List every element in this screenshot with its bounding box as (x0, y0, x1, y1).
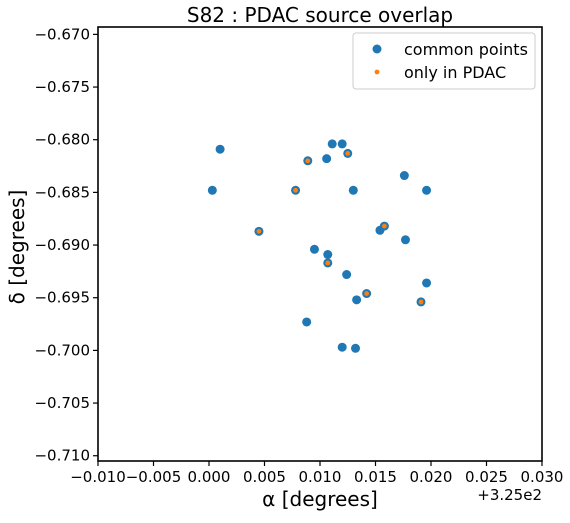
x-axis-offset-label: +3.25e2 (477, 486, 542, 504)
y-tick-label: −0.705 (34, 394, 90, 412)
x-tick-label: 0.010 (299, 468, 342, 486)
x-tick-label: 0.025 (465, 468, 508, 486)
point-common-points (351, 343, 361, 353)
point-common-points (399, 171, 409, 181)
point-common-points (323, 250, 333, 260)
legend-label-only-in-pdac: only in PDAC (404, 63, 506, 82)
point-common-points (352, 295, 362, 305)
point-only-in-pdac (364, 291, 370, 296)
point-common-points (207, 185, 217, 195)
legend-marker-common-points (372, 44, 382, 54)
x-tick-label: 0.005 (243, 468, 286, 486)
legend-marker-only-in-pdac (374, 69, 380, 75)
x-tick-label: −0.005 (126, 468, 182, 486)
y-tick-label: −0.680 (34, 131, 90, 149)
point-only-in-pdac (381, 223, 387, 229)
point-common-points (400, 235, 410, 245)
point-only-in-pdac (345, 151, 351, 156)
point-common-points (309, 244, 319, 254)
point-common-points (302, 317, 312, 327)
x-tick-label: 0.000 (188, 468, 231, 486)
x-axis-ticks: −0.010 −0.005 0.000 0.005 0.010 0.015 0.020 0.0… (70, 461, 563, 486)
x-tick-label: 0.015 (354, 468, 397, 486)
y-axis-ticks: −0.670 −0.675 −0.680 −0.685 −0.690 −0.695 −0.7… (34, 25, 98, 465)
y-tick-label: −0.690 (34, 236, 90, 254)
point-common-points (348, 185, 358, 195)
x-tick-label: 0.030 (521, 468, 564, 486)
y-tick-label: −0.685 (34, 183, 90, 201)
y-axis-title: δ [degrees] (5, 190, 29, 305)
point-common-points (422, 185, 432, 195)
legend-box (352, 32, 536, 90)
y-tick-label: −0.675 (34, 78, 90, 96)
point-common-points (215, 144, 225, 154)
point-only-in-pdac (305, 158, 311, 164)
x-axis-title: α [degrees] (262, 487, 378, 511)
point-common-points (337, 139, 347, 149)
legend-label-common-points: common points (404, 40, 528, 59)
data-points (207, 139, 432, 353)
point-common-points (422, 278, 432, 288)
x-tick-label: −0.010 (70, 468, 126, 486)
x-tick-label: 0.020 (410, 468, 453, 486)
point-only-in-pdac (325, 260, 331, 266)
y-tick-label: −0.700 (34, 341, 90, 359)
point-only-in-pdac (293, 187, 298, 193)
y-tick-label: −0.670 (34, 25, 90, 43)
y-tick-label: −0.695 (34, 289, 90, 307)
plot-frame (97, 26, 543, 462)
point-common-points (322, 154, 332, 164)
y-tick-label: −0.710 (34, 447, 90, 465)
point-only-in-pdac (418, 299, 424, 305)
point-common-points (342, 270, 352, 280)
point-only-in-pdac (256, 228, 262, 234)
legend: common points only in PDAC (352, 32, 536, 90)
chart-title: S82 : PDAC source overlap (187, 3, 453, 27)
point-common-points (327, 139, 337, 149)
point-common-points (337, 342, 347, 352)
